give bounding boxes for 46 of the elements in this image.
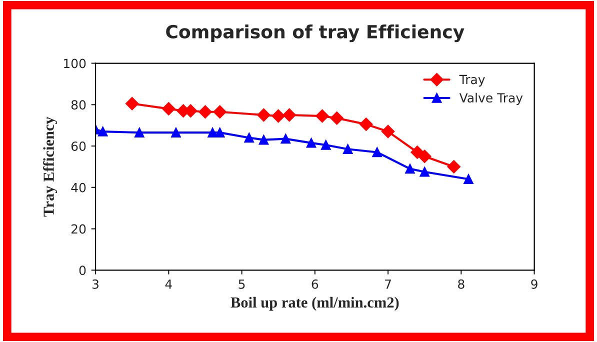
x-tick-label: 4: [165, 280, 172, 289]
point: [447, 160, 460, 174]
point: [214, 128, 225, 138]
point: [134, 128, 144, 138]
x-axis-title: Boil up rate (ml/min.cm2): [230, 296, 399, 311]
chart-title: Comparison of tray Efficiency: [166, 24, 464, 42]
x-tick-label: 7: [385, 280, 391, 289]
point: [257, 108, 270, 122]
legend-label: Tray: [459, 74, 485, 87]
x-tick-label: 8: [458, 279, 464, 289]
x-tick-label: 5: [238, 280, 245, 289]
point: [381, 124, 395, 138]
point: [258, 134, 269, 145]
point: [272, 109, 285, 123]
point: [244, 132, 254, 143]
y-axis-title: Tray Efficiency: [43, 116, 58, 217]
point: [171, 128, 181, 138]
y-tick-label: 80: [71, 100, 86, 110]
point: [342, 144, 353, 154]
y-tick-label: 0: [79, 266, 86, 276]
point: [420, 167, 430, 177]
point: [316, 109, 329, 123]
point: [126, 97, 139, 110]
point: [321, 140, 331, 150]
y-tick-label: 100: [64, 58, 86, 68]
point: [372, 147, 382, 158]
point: [405, 164, 415, 174]
point: [208, 128, 218, 138]
x-tick-label: 6: [312, 279, 318, 289]
x-tick-label: 9: [531, 279, 538, 289]
legend-label: Valve Tray: [459, 92, 523, 105]
point: [213, 105, 226, 118]
x-tick-label: 3: [92, 279, 98, 289]
point: [162, 102, 176, 116]
y-tick-label: 40: [71, 182, 86, 192]
point: [98, 126, 108, 136]
y-tick-label: 20: [72, 224, 86, 234]
point: [306, 138, 316, 148]
point: [280, 134, 291, 144]
point: [360, 118, 373, 131]
point: [330, 112, 344, 125]
point: [418, 150, 432, 163]
point: [282, 108, 296, 122]
y-tick-label: 60: [71, 142, 86, 151]
point: [198, 105, 212, 118]
point: [464, 174, 474, 184]
